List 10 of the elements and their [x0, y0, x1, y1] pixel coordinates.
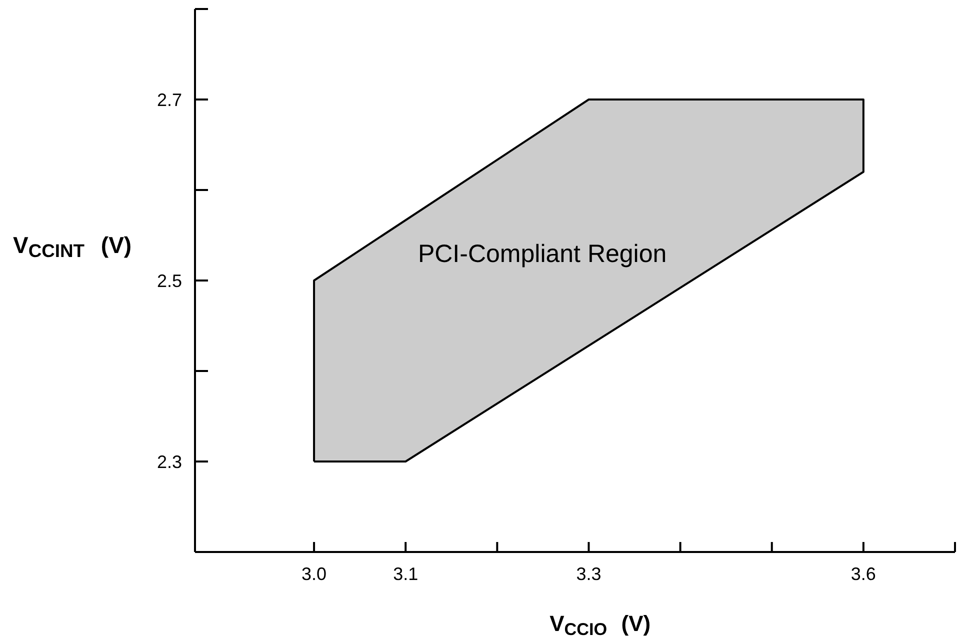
y-tick-label: 2.7 — [156, 90, 182, 110]
x-tick-label: 3.3 — [576, 564, 602, 584]
annotation: PCI-Compliant Region — [418, 240, 667, 268]
x-tick-label: 3.6 — [850, 564, 876, 584]
x-tick-label: 3.0 — [302, 564, 327, 584]
x-tick-label: 3.1 — [393, 564, 418, 584]
y-axis-title: V$_{CCINT}$ (V) — [13, 232, 132, 261]
y-tick-label: 2.3 — [156, 452, 182, 472]
x-axis-title: V$_{CCIO}$ (V) — [550, 611, 651, 639]
y-tick-label: 2.5 — [156, 270, 182, 291]
